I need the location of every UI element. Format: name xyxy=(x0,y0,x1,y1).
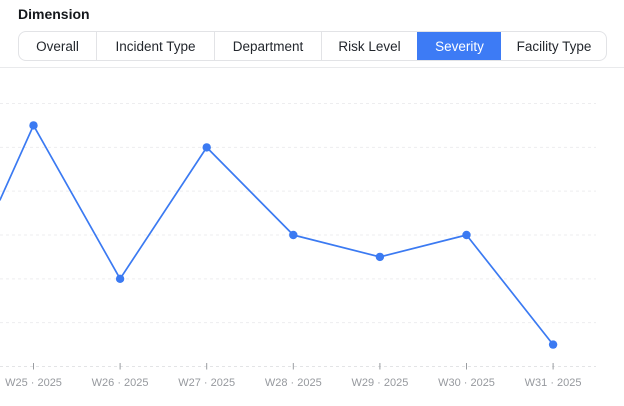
data-point xyxy=(202,143,211,152)
x-axis-label: W29 · 2025 xyxy=(351,377,408,389)
x-axis-label: W31 · 2025 xyxy=(525,377,582,389)
dimension-tab-bar: Overall Incident Type Department Risk Level… xyxy=(18,31,607,61)
data-point xyxy=(29,121,38,130)
tab-incident-type[interactable]: Incident Type xyxy=(96,32,214,60)
data-point xyxy=(375,252,385,262)
x-axis-label: W27 · 2025 xyxy=(178,377,235,389)
data-point xyxy=(289,230,298,240)
x-axis-label: W28 · 2025 xyxy=(265,377,322,389)
tab-overall[interactable]: Overall xyxy=(36,38,79,54)
x-axis-label: W26 · 2025 xyxy=(92,377,149,389)
tab-department[interactable]: Department xyxy=(214,32,321,60)
tab-risk-level[interactable]: Risk Level xyxy=(321,32,417,60)
data-point xyxy=(115,274,125,283)
data-point xyxy=(548,340,558,349)
tab-severity[interactable]: Severity xyxy=(417,32,501,60)
severity-series-line xyxy=(0,124,554,346)
data-point xyxy=(462,230,471,240)
tab-facility-type[interactable]: Facility Type xyxy=(516,38,592,54)
severity-trend-line-chart: W25 · 2025 W26 · 2025 W27 · 2025 W28 · 2025… xyxy=(0,103,596,389)
page-title: Dimension xyxy=(18,6,90,22)
x-axis-label: W25 · 2025 xyxy=(5,377,62,389)
x-axis-label: W30 · 2025 xyxy=(438,377,495,389)
separator-line xyxy=(0,67,624,68)
